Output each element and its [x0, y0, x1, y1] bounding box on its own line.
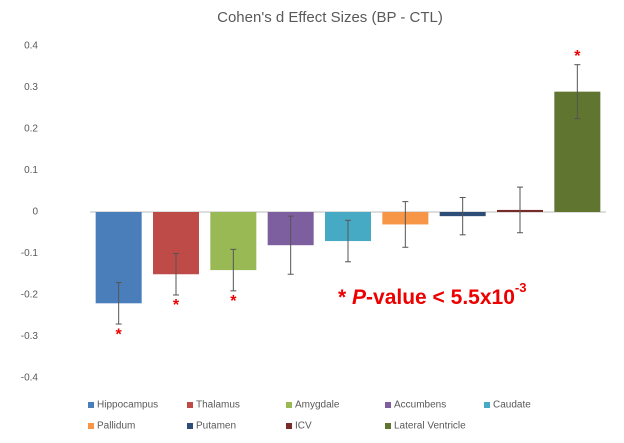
legend-swatch	[484, 402, 490, 408]
chart-title: Cohen's d Effect Sizes (BP - CTL)	[217, 9, 443, 26]
legend-label: ICV	[295, 421, 312, 432]
legend-label: Caudate	[493, 400, 531, 411]
legend-swatch	[385, 402, 391, 408]
y-tick-label: -0.3	[21, 331, 39, 342]
legend-swatch	[286, 423, 292, 429]
annotation-italic: P	[352, 286, 367, 309]
legend-label: Putamen	[196, 421, 236, 432]
legend-label: Accumbens	[394, 400, 446, 411]
annotation-sup: -3	[515, 280, 527, 295]
annotation-text: -value < 5.5x10	[366, 286, 515, 309]
legend-label: Hippocampus	[97, 400, 158, 411]
legend-swatch	[88, 423, 94, 429]
y-tick-label: 0	[32, 207, 38, 218]
y-tick-label: -0.1	[21, 248, 39, 259]
y-tick-label: 0.1	[24, 165, 38, 176]
legend-swatch	[286, 402, 292, 408]
legend-swatch	[88, 402, 94, 408]
legend-swatch	[187, 402, 193, 408]
y-tick-label: 0.3	[24, 82, 38, 93]
y-tick-label: 0.2	[24, 124, 38, 135]
legend-label: Amygdale	[295, 400, 340, 411]
legend-swatch	[385, 423, 391, 429]
significance-star: *	[574, 48, 581, 65]
significance-star: *	[116, 326, 123, 343]
legend-label: Thalamus	[196, 400, 240, 411]
legend-swatch	[187, 423, 193, 429]
significance-star: *	[173, 297, 180, 314]
y-tick-label: 0.4	[24, 41, 38, 52]
significance-star: *	[230, 293, 237, 310]
annotation-prefix: *	[338, 286, 352, 309]
legend-label: Lateral Ventricle	[394, 421, 466, 432]
y-tick-label: -0.2	[21, 290, 39, 301]
legend-label: Pallidum	[97, 421, 135, 432]
annotation: * P-value < 5.5x10-3	[338, 280, 526, 308]
y-tick-label: -0.4	[21, 373, 39, 384]
